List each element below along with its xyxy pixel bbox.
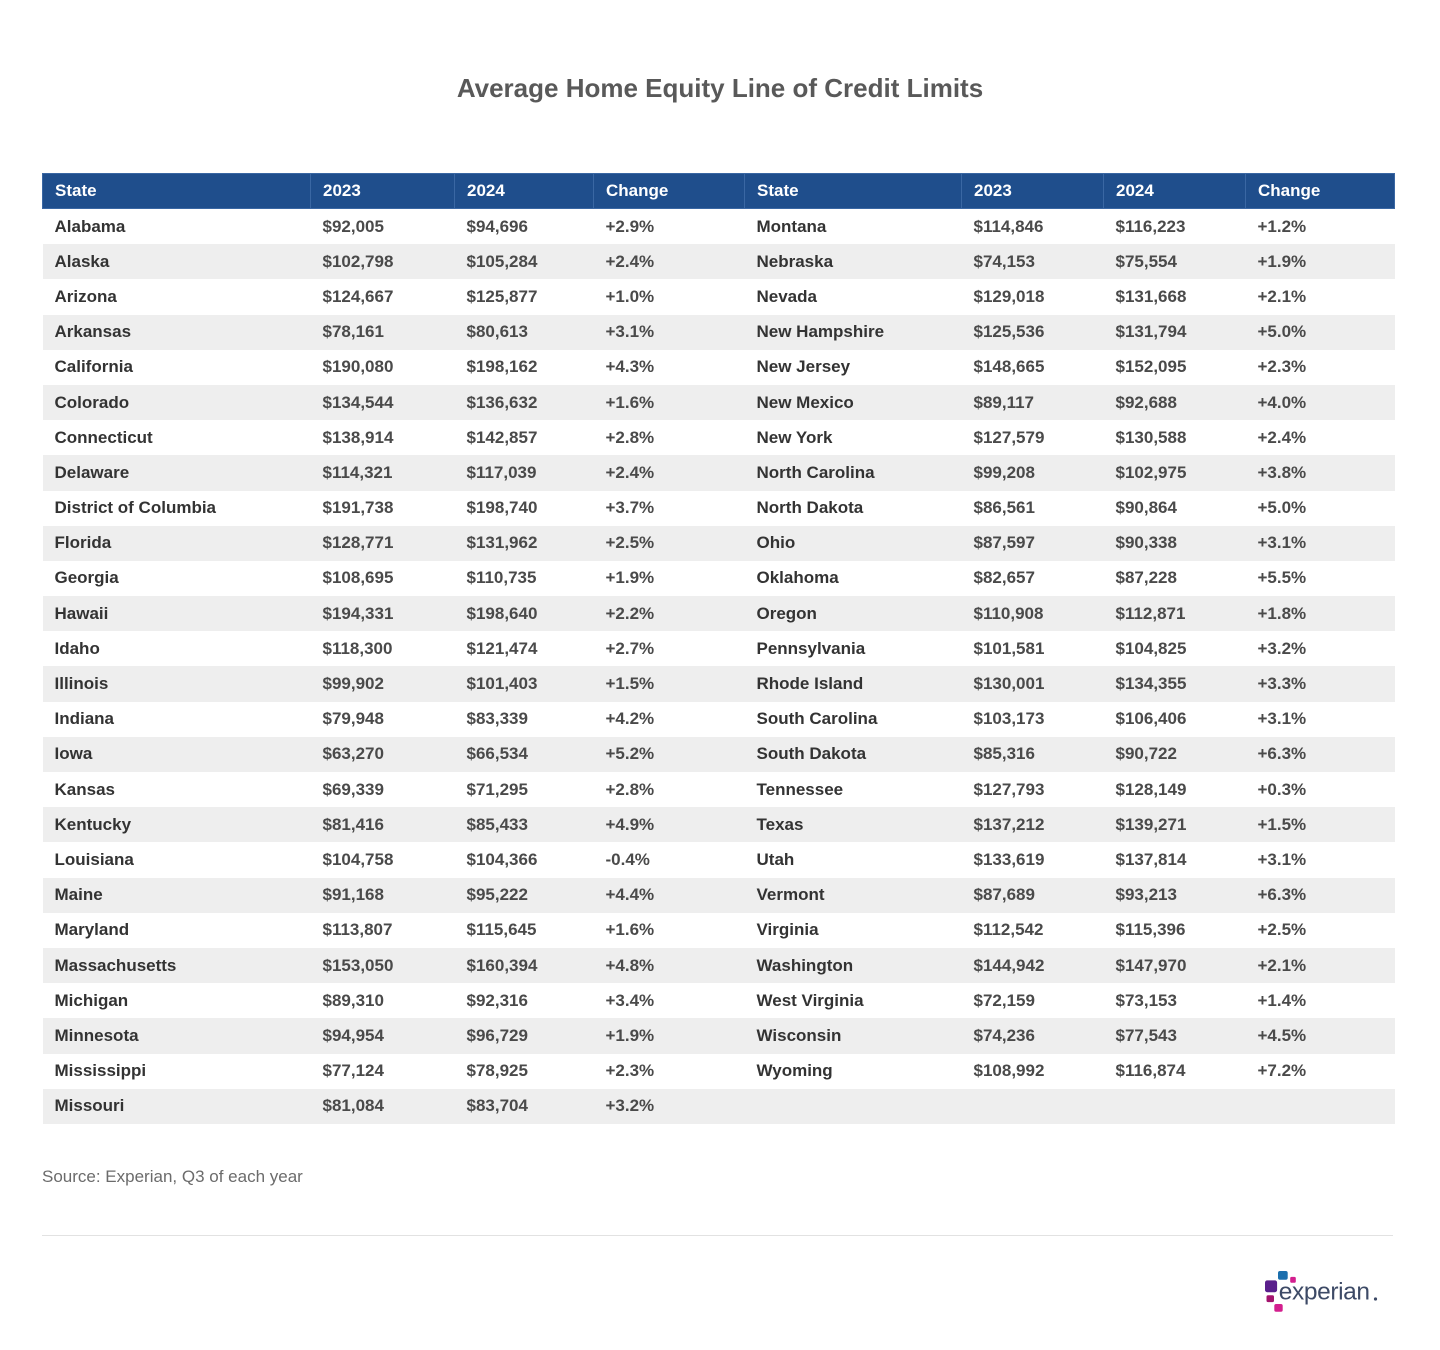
svg-text:experian: experian — [1279, 1279, 1370, 1306]
